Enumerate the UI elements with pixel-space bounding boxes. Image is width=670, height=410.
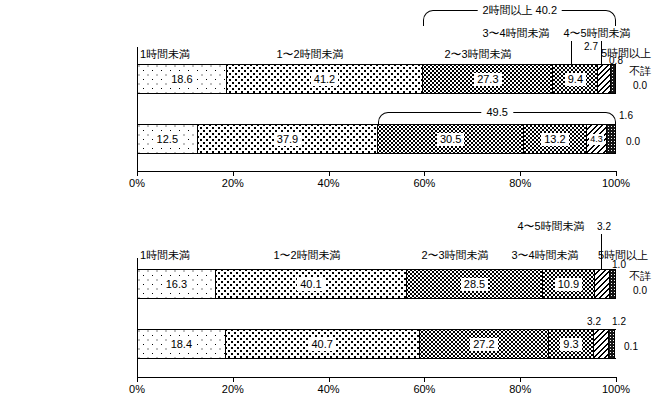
stacked-bar-chart-talking-about-programs: 0%20%40%60%80%100%見ている番組について子どもとよく話すあまり話… bbox=[0, 0, 670, 410]
bar-segment: 28.5 bbox=[407, 270, 543, 298]
bar-segment bbox=[594, 330, 609, 358]
bar-segment bbox=[610, 270, 615, 298]
leader-line bbox=[601, 234, 602, 269]
axis-tick-label: 0% bbox=[129, 383, 145, 396]
series-label: 2〜3時間未満 bbox=[421, 249, 488, 262]
value-label: 28.5 bbox=[461, 278, 488, 291]
axis-tick-mark bbox=[424, 377, 425, 382]
series-label: 4〜5時間未満 bbox=[517, 220, 584, 233]
value-label: 1.2 bbox=[612, 316, 626, 327]
stacked-bar: 16.3 40.1 28.5 10.9 bbox=[137, 269, 616, 299]
bar-segment: 40.1 bbox=[216, 270, 407, 298]
value-label: 40.1 bbox=[297, 278, 324, 291]
value-label: 18.4 bbox=[168, 338, 195, 351]
axis-tick-label: 60% bbox=[413, 383, 435, 396]
value-label: 0.1 bbox=[624, 341, 638, 352]
series-label: 1〜2時間未満 bbox=[273, 249, 340, 262]
value-label: 10.9 bbox=[555, 278, 582, 291]
figure: 0%20%40%60%80%100%番組の内容によって見せないようにしているして… bbox=[0, 0, 670, 410]
bar-segment: 18.4 bbox=[138, 330, 226, 358]
axis-tick-mark bbox=[329, 377, 330, 382]
axis-tick-label: 40% bbox=[318, 383, 340, 396]
series-label: 3〜4時間未満 bbox=[511, 249, 578, 262]
series-label: 1時間未満 bbox=[140, 249, 190, 262]
value-label: 16.3 bbox=[163, 278, 190, 291]
axis-tick-mark bbox=[137, 377, 138, 382]
bar-segment: 16.3 bbox=[138, 270, 216, 298]
value-label: 40.7 bbox=[308, 338, 335, 351]
value-label: 9.3 bbox=[560, 338, 581, 351]
axis-tick-mark bbox=[233, 377, 234, 382]
x-axis-line bbox=[137, 377, 617, 378]
bar-segment: 10.9 bbox=[543, 270, 595, 298]
value-label: 27.2 bbox=[470, 338, 497, 351]
bar-segment bbox=[595, 270, 610, 298]
value-label: 3.2 bbox=[597, 221, 611, 232]
bar-segment: 40.7 bbox=[226, 330, 420, 358]
bar-segment: 9.3 bbox=[549, 330, 593, 358]
value-label: 0.0 bbox=[633, 285, 647, 296]
value-label: 3.2 bbox=[587, 316, 601, 327]
axis-tick-label: 80% bbox=[509, 383, 531, 396]
value-label: 1.0 bbox=[612, 259, 626, 270]
stacked-bar: 18.4 40.7 27.2 9.3 bbox=[137, 329, 616, 359]
bar-segment: 27.2 bbox=[420, 330, 550, 358]
axis-tick-mark bbox=[520, 377, 521, 382]
axis-tick-label: 20% bbox=[222, 383, 244, 396]
series-label: 不詳 bbox=[629, 270, 651, 283]
axis-tick-label: 100% bbox=[602, 383, 630, 396]
axis-tick-mark bbox=[616, 377, 617, 382]
